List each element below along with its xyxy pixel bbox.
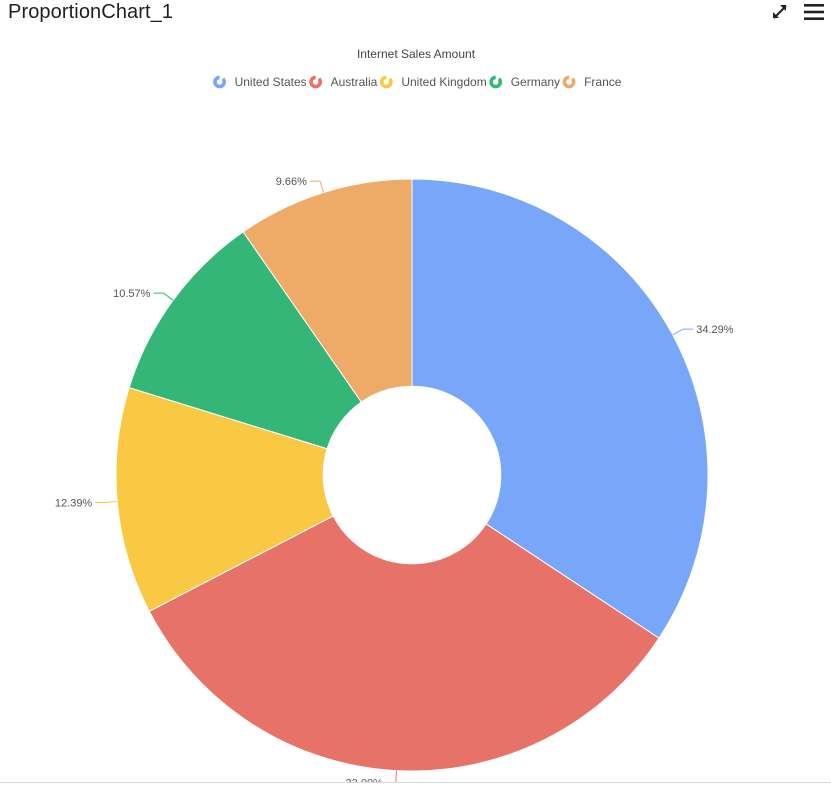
pie-slices [115, 178, 709, 772]
widget-toolbar [769, 0, 825, 24]
label-connector [95, 500, 118, 504]
legend-marker-notch [219, 74, 228, 82]
legend-label-united-states: United States [235, 75, 307, 89]
chart-title: Internet Sales Amount [357, 47, 476, 61]
legend-item-france[interactable]: France [562, 74, 622, 90]
menu-button[interactable] [803, 1, 825, 23]
legend-item-united-states[interactable]: United States [213, 74, 307, 90]
widget-title: ProportionChart_1 [8, 1, 174, 23]
pie-slice-france[interactable] [242, 178, 413, 403]
data-label-germany: 10.57% [113, 288, 151, 300]
data-label-australia: 33.09% [346, 778, 384, 782]
legend-label-australia: Australia [331, 75, 378, 89]
expand-arrows-icon [773, 5, 787, 19]
legend-marker-notch [315, 74, 324, 82]
label-connector [309, 180, 325, 193]
data-label-france: 9.66% [276, 176, 307, 188]
data-label-united-kingdom: 12.39% [55, 498, 93, 510]
chart-area: Internet Sales Amount United States Austr… [0, 30, 831, 782]
expand-button[interactable] [769, 1, 791, 23]
legend-marker-notch [495, 74, 504, 82]
legend: United States Australia United Kingdom Germ… [213, 74, 622, 90]
legend-item-germany[interactable]: Germany [489, 74, 560, 90]
legend-item-australia[interactable]: Australia [309, 74, 378, 90]
legend-label-germany: Germany [511, 75, 560, 89]
data-label-united-states: 34.29% [696, 324, 734, 336]
pie-slice-germany[interactable] [128, 231, 363, 450]
legend-marker-notch [386, 74, 394, 82]
data-labels: 34.29% 33.09% 12.39% 10.57% 9.66% [55, 176, 734, 782]
label-connector [395, 770, 397, 782]
label-connector [153, 292, 174, 301]
pie-slice-united-kingdom[interactable] [115, 386, 334, 613]
legend-label-united-kingdom: United Kingdom [401, 75, 486, 89]
legend-label-france: France [584, 75, 622, 89]
label-connector [672, 328, 694, 336]
pie-slice-australia[interactable] [148, 515, 660, 772]
pie-slice-united-states[interactable] [411, 178, 709, 639]
bottom-divider [0, 782, 831, 783]
pie-chart: Internet Sales Amount United States Austr… [55, 47, 734, 782]
legend-item-united-kingdom[interactable]: United Kingdom [379, 74, 487, 90]
hamburger-menu-icon [804, 4, 824, 20]
legend-marker-notch [569, 74, 577, 82]
